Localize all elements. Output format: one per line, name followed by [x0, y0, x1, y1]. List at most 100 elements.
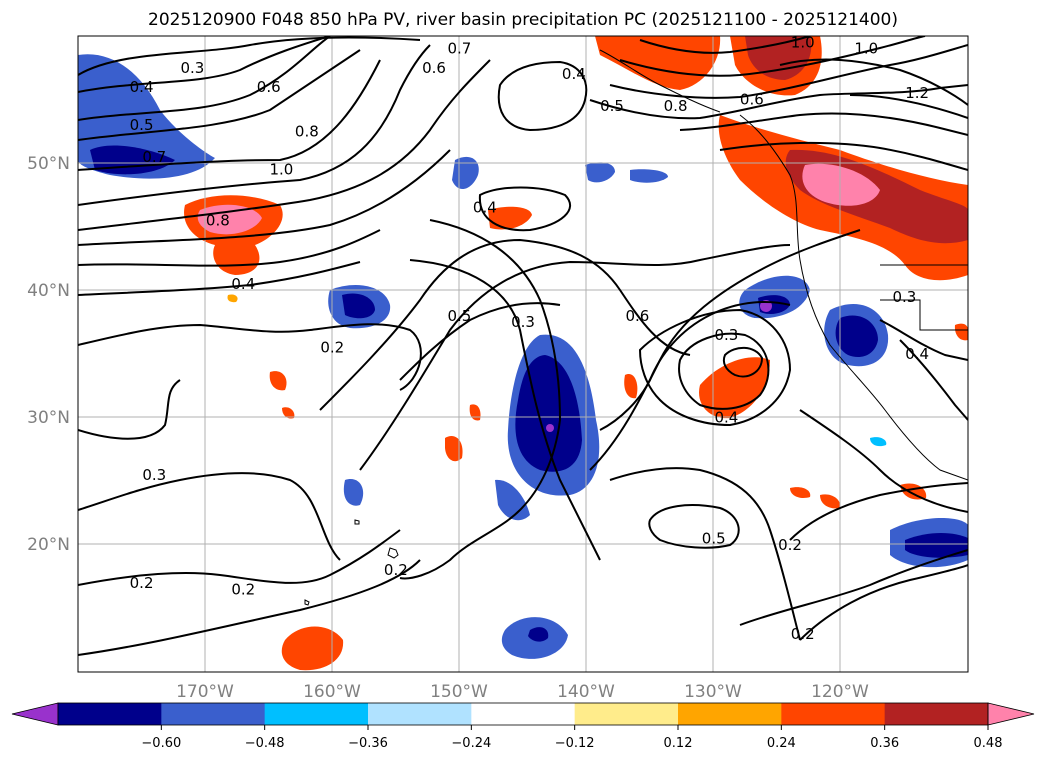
x-tick-label: 140°W — [557, 682, 615, 702]
y-tick-label: 40°N — [27, 281, 70, 301]
contour-label: 0.4 — [231, 275, 255, 293]
y-axis: 50°N 40°N 30°N 20°N — [27, 154, 70, 555]
colorbar-tick-label: 0.36 — [870, 736, 899, 751]
neg-anomaly-2-core — [342, 293, 375, 319]
contour-label: 0.2 — [130, 574, 154, 592]
contour-label: 0.2 — [384, 561, 408, 579]
contour-label: 1.0 — [791, 33, 815, 51]
contour-label: 0.6 — [257, 78, 281, 96]
colorbar-segment — [678, 703, 782, 725]
pos-anomaly-small-9 — [820, 494, 841, 509]
colorbar-segment — [471, 703, 576, 725]
contour-label: 0.6 — [740, 91, 764, 109]
pos-anomaly-small-3 — [469, 404, 481, 421]
x-tick-label: 130°W — [684, 682, 742, 702]
contour-label: 0.2 — [778, 536, 802, 554]
contour-label: 0.8 — [206, 211, 230, 229]
contour-label: 0.4 — [473, 199, 497, 217]
contour-label: 0.4 — [130, 78, 154, 96]
contour-label: 0.3 — [511, 313, 535, 331]
colorbar-frame — [57, 702, 989, 726]
contour-label: 0.8 — [664, 97, 688, 115]
pos-anomaly-small-1 — [488, 206, 532, 230]
precip-shading — [78, 36, 968, 671]
contour-label: 0.5 — [447, 307, 471, 325]
contour-label: 0.6 — [422, 59, 446, 77]
colorbar-segment — [884, 703, 989, 725]
coastlines — [304, 49, 968, 606]
pos-anomaly-north-2 — [595, 36, 721, 90]
colorbar-extend-max — [987, 702, 1035, 726]
contour-labels: 0.30.40.50.70.60.81.00.80.40.20.30.2 0.20… — [130, 33, 929, 643]
colorbar-segment — [781, 703, 886, 725]
x-tick-label: 150°W — [430, 682, 488, 702]
neg-anomaly-small-3 — [630, 169, 668, 183]
colorbar-extend-min — [11, 702, 59, 726]
contour-label: 1.0 — [854, 40, 878, 58]
contour-label: 0.2 — [231, 580, 255, 598]
contour-label: 0.3 — [180, 59, 204, 77]
colorbar-tick-label: −0.24 — [451, 736, 491, 751]
pos-anomaly-small-4 — [624, 374, 638, 399]
colorbar-tick-label: −0.48 — [245, 736, 285, 751]
colorbar-tick-label: −0.36 — [348, 736, 388, 751]
contour-label: 0.5 — [702, 529, 726, 547]
contour-label: 0.5 — [130, 116, 154, 134]
colorbar-tick-label: −0.60 — [141, 736, 181, 751]
x-tick-label: 160°W — [303, 682, 361, 702]
colorbar-tick-label: 0.12 — [664, 736, 693, 751]
pos-anomaly-small-10 — [790, 487, 811, 498]
contour-label: 0.7 — [142, 148, 166, 166]
contour-label: 0.5 — [600, 97, 624, 115]
map-area: 0.30.40.50.70.60.81.00.80.40.20.30.2 0.20… — [78, 33, 968, 672]
pv-contours — [78, 36, 968, 656]
y-tick-label: 20°N — [27, 535, 70, 555]
neg-anomaly-cyan-1 — [870, 437, 887, 447]
contour-label: 0.4 — [562, 65, 586, 83]
contour-label: 0.4 — [905, 345, 929, 363]
pos-anomaly-ne-core — [802, 163, 880, 206]
pos-anomaly-small-2 — [445, 436, 463, 462]
x-axis: 170°W 160°W 150°W 140°W 130°W 120°W — [176, 682, 869, 702]
contour-label: 0.6 — [625, 307, 649, 325]
colorbar: −0.60 −0.48 −0.36 −0.24 −0.12 0.12 0.24 0.36 0.4… — [11, 702, 1035, 751]
pos-anomaly-small-11 — [954, 323, 968, 341]
contour-label: 0.7 — [447, 40, 471, 58]
colorbar-segment — [58, 703, 162, 725]
contour-label: 0.2 — [320, 339, 344, 357]
colorbar-segment — [264, 703, 369, 725]
contour-label: 0.2 — [791, 625, 815, 643]
contour-label: 0.3 — [714, 326, 738, 344]
map-frame — [77, 35, 969, 673]
pos-anomaly-west-core — [197, 204, 262, 235]
colorbar-segment — [368, 703, 472, 725]
x-tick-label: 120°W — [811, 682, 869, 702]
neg-anomaly-small-4 — [343, 479, 364, 506]
contour-label: 1.2 — [905, 84, 929, 102]
colorbar-tick-label: 0.48 — [974, 736, 1003, 751]
contour-label: 1.0 — [269, 161, 293, 179]
colorbar-segment — [574, 703, 679, 725]
colorbar-segment — [161, 703, 266, 725]
colorbar-tick-label: 0.24 — [767, 736, 796, 751]
neg-anomaly-south-core — [528, 627, 549, 642]
pos-anomaly-baja — [699, 357, 770, 419]
neg-anomaly-south-east-core — [905, 533, 968, 558]
neg-anomaly-central-peak — [546, 424, 554, 432]
neg-anomaly-socal-core — [835, 315, 878, 358]
chart-title: 2025120900 F048 850 hPa PV, river basin … — [148, 10, 898, 30]
contour-label: 0.3 — [142, 466, 166, 484]
y-tick-label: 30°N — [27, 408, 70, 428]
contour-label: 0.8 — [295, 122, 319, 140]
neg-anomaly-small-2 — [585, 162, 615, 183]
contour-label: 0.3 — [892, 288, 916, 306]
colorbar-tick-label: −0.12 — [555, 736, 595, 751]
pos-anomaly-small-5 — [269, 371, 287, 391]
graticule — [78, 36, 968, 672]
pos-anomaly-small-6 — [282, 407, 295, 419]
pos-anomaly-small-7 — [281, 626, 344, 671]
contour-label: 0.4 — [714, 409, 738, 427]
x-tick-label: 170°W — [176, 682, 234, 702]
pos-anomaly-small-12 — [227, 294, 238, 303]
